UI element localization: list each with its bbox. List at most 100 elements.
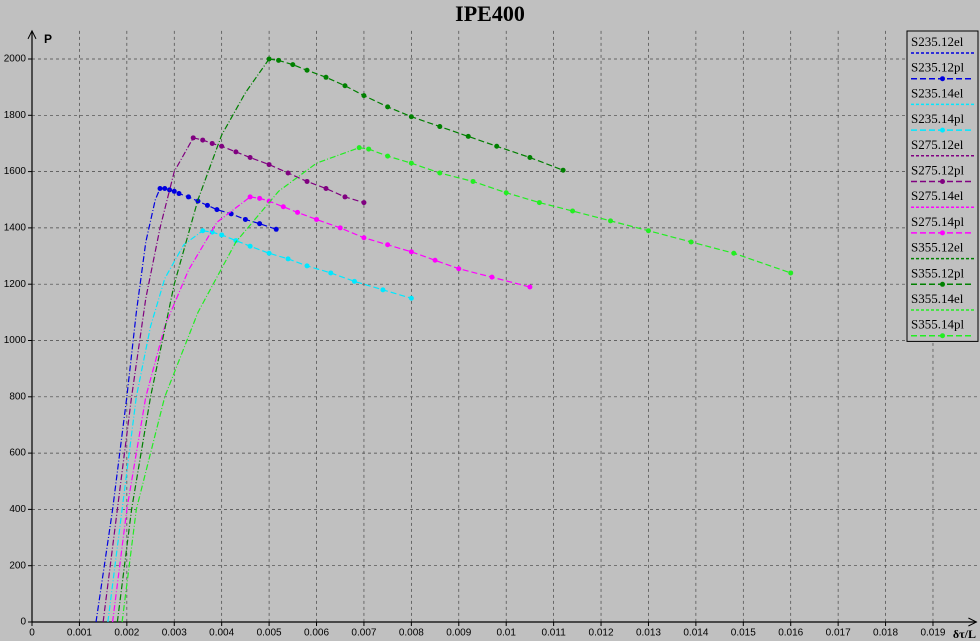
data-point bbox=[276, 57, 282, 63]
data-point bbox=[247, 243, 253, 249]
data-point bbox=[380, 287, 386, 293]
x-tick-label: 0.015 bbox=[731, 628, 756, 639]
series-line bbox=[121, 147, 360, 623]
x-tick-label: 0.017 bbox=[826, 628, 851, 639]
legend-marker bbox=[940, 179, 945, 184]
data-point bbox=[560, 167, 566, 173]
series-line bbox=[202, 230, 412, 299]
y-tick-label: 800 bbox=[9, 391, 26, 402]
legend-label: S235.12el bbox=[911, 34, 964, 49]
series-line bbox=[95, 188, 161, 623]
legend-marker bbox=[940, 230, 945, 236]
legend-label: S275.12el bbox=[911, 137, 964, 152]
legend-label: S355.12pl bbox=[911, 265, 964, 280]
x-tick-label: 0.018 bbox=[873, 628, 898, 639]
data-point bbox=[209, 140, 215, 146]
x-tick-label: 0.013 bbox=[636, 628, 661, 639]
x-tick-label: 0.007 bbox=[351, 628, 376, 639]
data-point bbox=[266, 250, 272, 256]
data-point bbox=[361, 93, 367, 99]
data-point bbox=[432, 257, 438, 263]
data-point bbox=[342, 83, 348, 89]
data-point bbox=[266, 56, 272, 62]
data-point bbox=[304, 178, 310, 184]
data-point bbox=[494, 143, 500, 149]
data-point bbox=[437, 170, 443, 176]
series-line bbox=[250, 196, 531, 288]
data-point bbox=[608, 218, 614, 224]
data-point bbox=[185, 194, 191, 200]
data-point bbox=[171, 188, 177, 194]
data-point bbox=[304, 263, 310, 269]
legend-label: S235.14el bbox=[911, 85, 964, 100]
x-tick-label: 0.01 bbox=[496, 628, 516, 639]
x-tick-label: 0.011 bbox=[541, 628, 566, 639]
data-point bbox=[176, 191, 182, 197]
data-point bbox=[290, 62, 296, 68]
data-point bbox=[285, 256, 291, 262]
data-point bbox=[385, 242, 391, 248]
x-axis-arrow bbox=[968, 617, 978, 627]
x-tick-label: 0.004 bbox=[209, 628, 234, 639]
legend-label: S355.14el bbox=[911, 291, 964, 306]
data-point bbox=[465, 133, 471, 139]
data-point bbox=[219, 232, 225, 238]
data-point bbox=[162, 185, 168, 191]
data-point bbox=[266, 198, 272, 204]
data-point bbox=[527, 284, 533, 290]
data-point bbox=[157, 185, 163, 191]
x-tick-label: 0 bbox=[29, 628, 35, 639]
data-point bbox=[219, 143, 225, 149]
data-point bbox=[366, 146, 372, 152]
data-point bbox=[190, 135, 196, 141]
data-point bbox=[200, 137, 206, 143]
data-point bbox=[285, 170, 291, 176]
series-line bbox=[359, 147, 791, 274]
series-line bbox=[116, 58, 270, 623]
data-point bbox=[247, 155, 253, 161]
legend-marker bbox=[940, 76, 945, 82]
y-tick-label: 1600 bbox=[4, 166, 27, 177]
x-tick-label: 0.001 bbox=[67, 628, 92, 639]
data-point bbox=[337, 225, 343, 231]
data-point bbox=[257, 221, 263, 227]
x-tick-label: 0.002 bbox=[114, 628, 139, 639]
data-point bbox=[323, 74, 329, 80]
legend-marker bbox=[940, 333, 945, 339]
legend-box bbox=[906, 30, 979, 342]
data-point bbox=[200, 228, 206, 234]
x-tick-label: 0.005 bbox=[257, 628, 282, 639]
legend-label: S355.12el bbox=[911, 240, 964, 255]
data-point bbox=[233, 238, 239, 244]
data-point bbox=[361, 235, 367, 241]
x-tick-label: 0.019 bbox=[920, 628, 945, 639]
data-point bbox=[489, 274, 495, 280]
data-point bbox=[456, 266, 462, 272]
data-point bbox=[408, 249, 414, 255]
data-point bbox=[328, 270, 334, 276]
data-point bbox=[408, 160, 414, 166]
y-tick-label: 1000 bbox=[4, 335, 27, 346]
y-axis-arrow bbox=[27, 29, 37, 40]
data-point bbox=[304, 67, 310, 73]
data-point bbox=[731, 250, 737, 256]
legend-label: S275.14el bbox=[911, 188, 964, 203]
data-point bbox=[314, 216, 320, 222]
y-axis-label: P bbox=[44, 32, 52, 46]
data-point bbox=[408, 114, 414, 120]
data-point bbox=[570, 208, 576, 214]
data-point bbox=[280, 204, 286, 210]
chart-title: IPE400 bbox=[455, 1, 525, 26]
legend-label: S275.14pl bbox=[911, 214, 964, 229]
data-point bbox=[242, 216, 248, 222]
data-point bbox=[351, 278, 357, 284]
data-point bbox=[385, 104, 391, 110]
data-point bbox=[408, 295, 414, 301]
data-point bbox=[788, 270, 794, 276]
data-point bbox=[503, 190, 509, 196]
data-point bbox=[470, 178, 476, 184]
data-point bbox=[233, 149, 239, 155]
data-point bbox=[437, 124, 443, 130]
y-tick-label: 600 bbox=[9, 448, 26, 459]
